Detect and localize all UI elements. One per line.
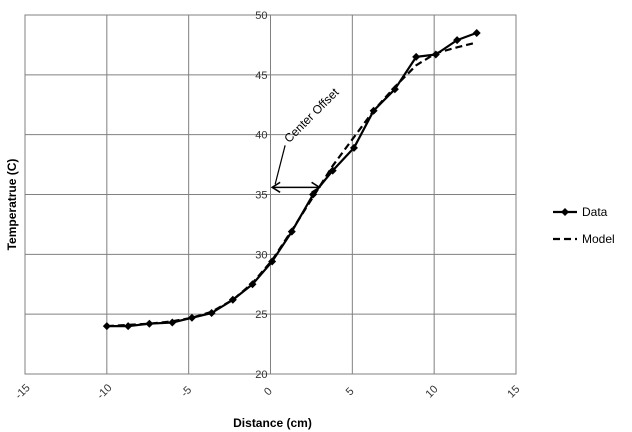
data-point: [453, 36, 462, 45]
y-tick-label: 35: [255, 190, 267, 202]
x-tick-label: 15: [505, 383, 522, 400]
x-tick-label: -10: [95, 382, 115, 402]
data-point: [207, 308, 216, 317]
data-point: [390, 85, 399, 94]
data-point: [145, 319, 154, 328]
legend-label: Data: [582, 205, 608, 219]
center-offset-annotation: Center Offset: [270, 85, 342, 193]
data-point: [412, 52, 421, 61]
grid-lines: [24, 14, 517, 375]
series-line-data: [106, 31, 478, 328]
offset-arrow-head-left: [270, 181, 281, 193]
offset-arrow-head-right: [311, 181, 322, 193]
y-tick-label: 40: [255, 130, 267, 142]
x-axis-label: Distance (cm): [233, 416, 312, 430]
x-tick-label: 5: [344, 385, 357, 398]
data-point: [328, 166, 337, 175]
plot-border: [24, 14, 517, 375]
y-tick-label: 20: [255, 369, 267, 381]
annotation-text: Center Offset: [281, 85, 342, 146]
data-point: [124, 322, 133, 331]
legend-marker: [561, 208, 569, 216]
series-lines: [102, 28, 481, 331]
y-tick-label: 30: [255, 249, 267, 261]
legend: Data Model: [553, 205, 615, 246]
y-tick-label: 45: [255, 70, 267, 82]
y-tick-label: 50: [255, 10, 267, 22]
x-tick-label: 0: [262, 385, 275, 398]
data-point: [472, 28, 481, 37]
x-tick-label: -5: [179, 384, 194, 399]
y-axis-label: Temperatrue (C): [5, 159, 19, 251]
legend-label: Model: [582, 232, 615, 246]
y-tick-label: 25: [255, 309, 267, 321]
y-axis-ticks: 20 25 30 35 40 45 50: [255, 10, 267, 381]
x-axis-ticks: -15 -10 -5 0 5 10 15: [13, 382, 522, 402]
x-tick-label: 10: [423, 383, 440, 400]
plot-frame: [24, 14, 517, 375]
data-point: [349, 143, 358, 152]
x-tick-label: -15: [13, 382, 33, 402]
data-point: [187, 313, 196, 322]
series-line-model: [106, 41, 477, 328]
annotation-pointer: [274, 145, 286, 185]
